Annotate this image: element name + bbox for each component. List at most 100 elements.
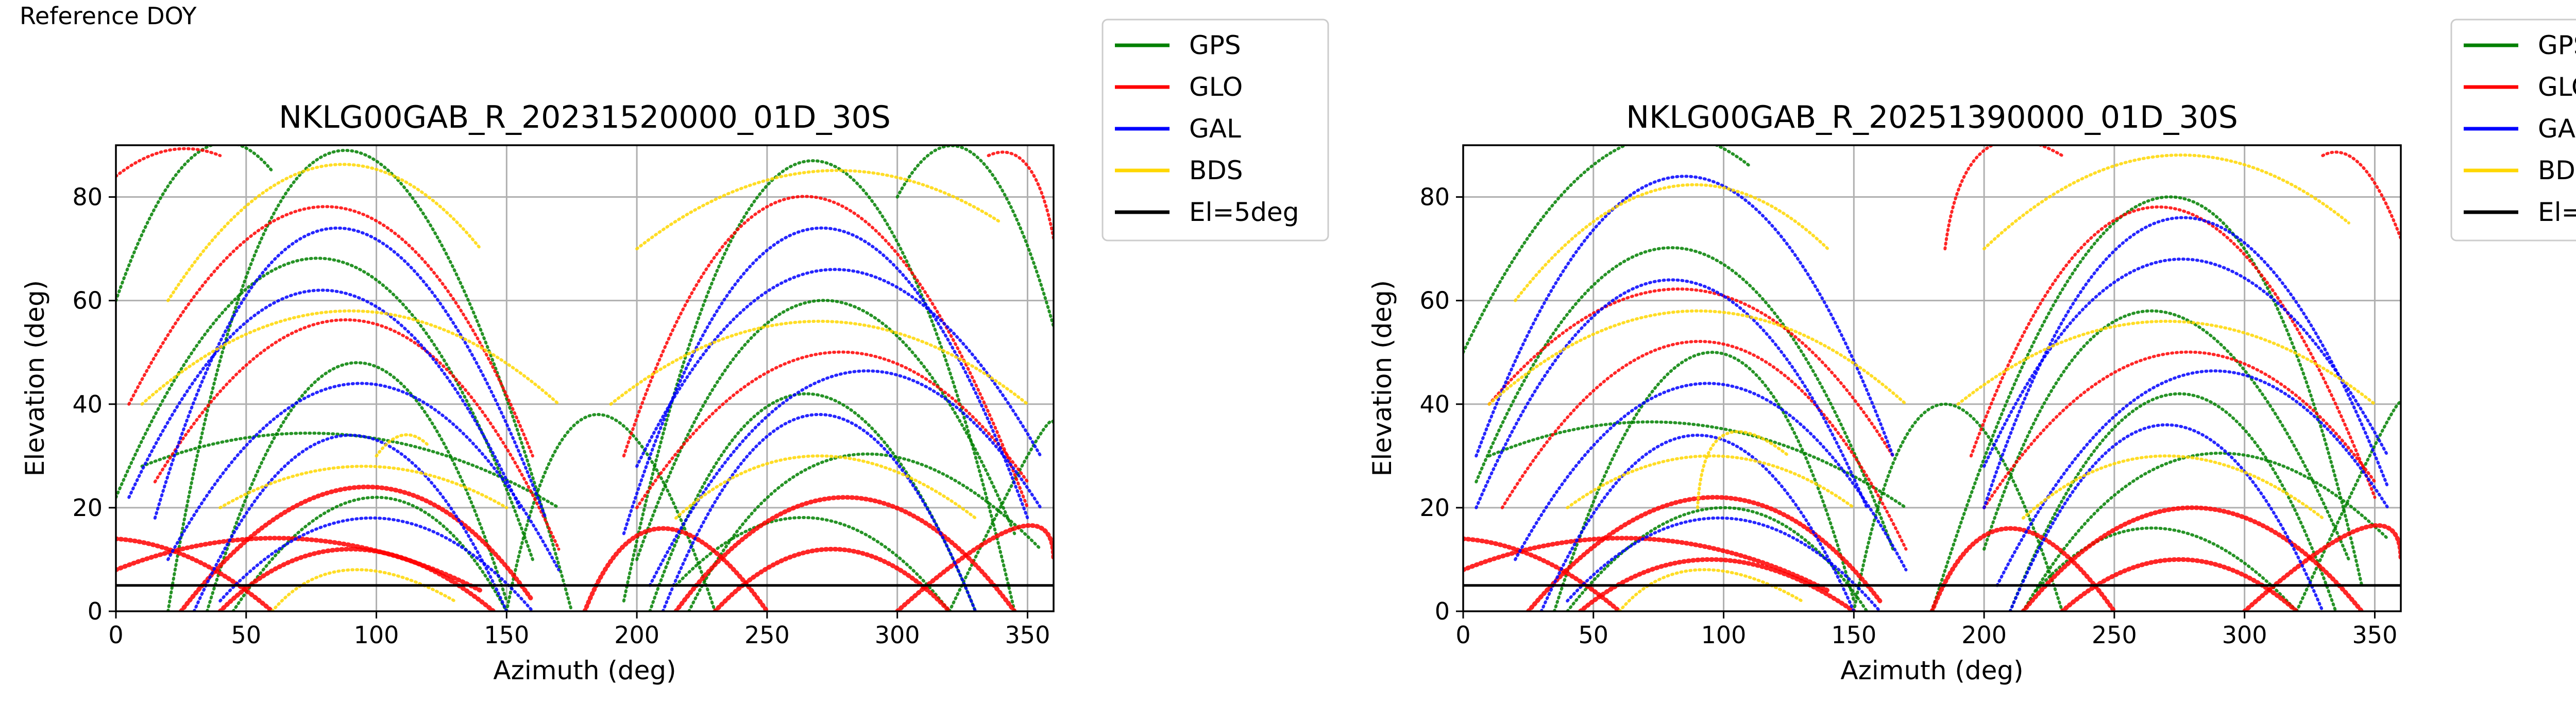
track-gps: [2295, 401, 2401, 611]
x-tick-label: 0: [108, 621, 123, 649]
y-axis-label: Elevation (deg): [1367, 280, 1397, 476]
x-tick-label: 350: [2352, 621, 2398, 649]
y-tick-label: 60: [1419, 287, 1450, 315]
track-glo: [153, 318, 561, 551]
track-bds: [1487, 309, 1908, 406]
track-bds: [2021, 454, 2325, 520]
legend: GPS GLO GAL BDS El=5deg: [2450, 19, 2576, 242]
legend-label: GPS: [1189, 30, 1241, 60]
legend-label: BDS: [2538, 156, 2576, 185]
track-gal: [2008, 423, 2325, 611]
track-gps: [231, 495, 509, 611]
track-bds: [1566, 454, 1856, 509]
tracks-group: [116, 145, 1054, 611]
track-gps: [635, 299, 1016, 561]
axes-frame: [115, 144, 1055, 612]
track-glo: [582, 526, 770, 611]
y-tick-label: 60: [72, 287, 103, 315]
chart-panel-2: 0 50 100 150 200 250 300 350 0 20 40 60 80 Azimuth (d…: [1367, 19, 2576, 685]
legend-box: [1101, 19, 1329, 242]
track-glo: [673, 495, 1017, 611]
x-tick-label: 50: [231, 621, 262, 649]
axes-frame: [1462, 144, 2402, 612]
track-bds: [1618, 568, 1804, 611]
y-tick-label: 40: [72, 390, 103, 418]
track-glo: [116, 536, 275, 611]
track-glo: [622, 195, 1029, 509]
track-gps: [2008, 392, 2337, 611]
track-gps: [895, 145, 1054, 328]
track-glo: [1969, 205, 2377, 499]
track-gal: [622, 226, 1029, 536]
track-gal: [1475, 278, 1869, 509]
track-gal: [218, 516, 534, 611]
x-tick-label: 300: [2222, 621, 2267, 649]
track-bds: [635, 169, 1003, 251]
track-gps: [622, 159, 1016, 611]
track-gal: [1514, 382, 1908, 572]
legend: GPS GLO GAL BDS El=5deg: [1101, 19, 1329, 242]
track-gal: [661, 413, 977, 611]
legend-label: GPS: [2538, 30, 2576, 60]
track-bds: [609, 320, 1029, 406]
x-tick-label: 250: [2092, 621, 2137, 649]
track-glo: [895, 523, 1054, 611]
y-tick-label: 80: [1419, 183, 1450, 211]
track-glo: [1929, 526, 2117, 611]
track-gps: [2021, 451, 2389, 611]
track-gal: [1475, 175, 1895, 458]
x-tick-label: 200: [1961, 621, 2007, 649]
track-gal: [127, 288, 521, 509]
x-tick-label: 0: [1455, 621, 1470, 649]
track-gps: [1930, 195, 2364, 611]
track-gal: [1566, 516, 1882, 611]
track-gps: [116, 256, 534, 561]
track-glo: [635, 350, 1029, 509]
track-gps: [947, 419, 1054, 611]
track-gal: [1982, 257, 2389, 468]
track-gal: [192, 434, 509, 611]
x-tick-label: 300: [875, 621, 920, 649]
track-gal: [153, 227, 548, 520]
x-tick-label: 200: [614, 621, 659, 649]
track-gps: [116, 145, 274, 302]
track-gps: [1475, 246, 1895, 551]
track-bds: [1696, 430, 1790, 509]
track-glo: [1982, 350, 2377, 509]
track-glo: [1526, 495, 1883, 611]
legend-label: BDS: [1189, 156, 1243, 185]
track-gps: [166, 149, 573, 611]
y-tick-label: 0: [1435, 597, 1450, 625]
x-tick-label: 50: [1579, 621, 1609, 649]
track-bds: [166, 163, 482, 302]
track-bds: [1982, 153, 2350, 251]
y-tick-label: 0: [88, 597, 103, 625]
reference-doy-label: Reference DOY: [20, 2, 197, 30]
x-axis-label: Azimuth (deg): [493, 656, 676, 685]
track-glo: [178, 485, 535, 611]
track-bds: [140, 309, 561, 406]
track-glo: [116, 536, 483, 593]
legend-label: El=5deg: [2538, 197, 2576, 227]
track-bds: [1514, 183, 1829, 302]
x-tick-label: 150: [1831, 621, 1876, 649]
track-glo: [987, 150, 1054, 240]
track-glo: [127, 205, 534, 458]
track-gps: [505, 413, 717, 611]
track-bds: [270, 568, 456, 611]
track-glo: [1463, 536, 1831, 593]
track-glo: [1943, 145, 2064, 251]
track-gal: [648, 369, 1042, 587]
track-gal: [1539, 434, 1856, 611]
track-gps: [1463, 145, 1752, 354]
chart-title: NKLG00GAB_R_20251390000_01D_30S: [1626, 99, 2238, 135]
legend-label: GAL: [2538, 114, 2576, 144]
legend-label: El=5deg: [1189, 197, 1299, 227]
legend-label: GLO: [1189, 72, 1243, 102]
track-bds: [375, 433, 430, 458]
track-gal: [1982, 216, 2389, 509]
track-gps: [1552, 351, 1856, 611]
x-tick-label: 350: [1005, 621, 1050, 649]
